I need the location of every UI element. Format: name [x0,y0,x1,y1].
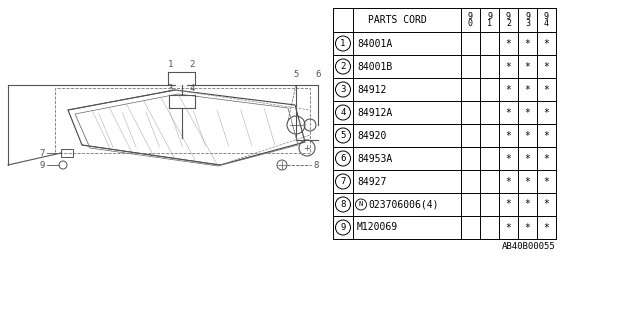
Text: *: * [506,38,511,49]
Text: *: * [543,108,549,117]
Text: 6: 6 [316,70,321,79]
Text: +: + [303,143,310,153]
Text: 9
2: 9 2 [506,12,511,28]
Text: 5: 5 [293,70,299,79]
Text: *: * [506,199,511,210]
Text: *: * [543,38,549,49]
Text: 9
0: 9 0 [468,12,473,28]
Text: 1: 1 [168,60,173,69]
Text: 8: 8 [340,200,346,209]
Text: 84001A: 84001A [357,38,392,49]
Text: *: * [543,84,549,94]
Text: 6: 6 [340,154,346,163]
Text: *: * [525,222,531,233]
Text: *: * [525,131,531,140]
Text: 84912: 84912 [357,84,387,94]
Text: *: * [506,131,511,140]
Text: 4: 4 [340,108,346,117]
Text: 84001B: 84001B [357,61,392,71]
Text: *: * [543,131,549,140]
Text: AB40B00055: AB40B00055 [502,242,556,251]
Text: *: * [525,199,531,210]
Text: 023706006(4): 023706006(4) [368,199,438,210]
Text: *: * [525,84,531,94]
Text: 4: 4 [190,84,195,93]
Text: *: * [525,108,531,117]
Text: 7: 7 [340,177,346,186]
Text: 9: 9 [340,223,346,232]
Text: *: * [525,154,531,164]
Text: 9: 9 [40,161,45,170]
Text: N: N [359,202,363,207]
Text: 7: 7 [40,148,45,157]
Text: *: * [543,61,549,71]
Text: *: * [506,177,511,187]
Text: *: * [543,199,549,210]
Text: *: * [506,84,511,94]
Text: 84927: 84927 [357,177,387,187]
Text: *: * [506,61,511,71]
Text: 9
1: 9 1 [487,12,492,28]
Text: *: * [543,177,549,187]
Text: *: * [543,222,549,233]
Text: 9
4: 9 4 [544,12,549,28]
Text: 2: 2 [340,62,346,71]
Text: *: * [506,154,511,164]
Text: 9
3: 9 3 [525,12,530,28]
Text: M120069: M120069 [357,222,398,233]
Text: 2: 2 [189,60,195,69]
Text: 84920: 84920 [357,131,387,140]
Text: 84912A: 84912A [357,108,392,117]
Text: *: * [506,108,511,117]
Text: 5: 5 [340,131,346,140]
Text: 3: 3 [168,84,173,93]
Text: *: * [525,38,531,49]
Text: 3: 3 [340,85,346,94]
Text: PARTS CORD: PARTS CORD [367,15,426,25]
Text: 8: 8 [313,161,318,170]
Text: *: * [525,61,531,71]
Text: *: * [543,154,549,164]
Text: 1: 1 [340,39,346,48]
Text: 84953A: 84953A [357,154,392,164]
Text: *: * [525,177,531,187]
Text: *: * [506,222,511,233]
